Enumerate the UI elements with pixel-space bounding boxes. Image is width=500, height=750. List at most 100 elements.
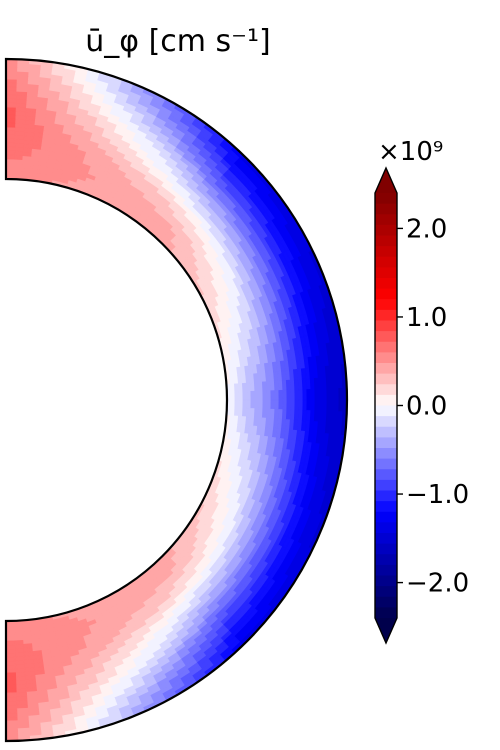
colorbar-segment (375, 224, 397, 237)
field-cell (306, 399, 312, 412)
field-cell (6, 162, 15, 168)
colorbar-segment (375, 246, 397, 258)
field-cell (6, 664, 16, 670)
field-cell (246, 391, 252, 401)
colorbar-segment (375, 363, 397, 375)
field-cell (294, 389, 300, 401)
field-cell (250, 390, 256, 401)
colorbar-segment (375, 543, 397, 555)
field-cell (234, 391, 240, 401)
field-cell (314, 399, 320, 412)
field-cell (330, 399, 336, 412)
field-cell (6, 712, 18, 718)
field-cell (334, 399, 340, 413)
colorbar-segment (375, 309, 397, 322)
field-cell (6, 82, 18, 88)
field-cell (250, 399, 256, 410)
field-cell (6, 656, 16, 662)
field-cell (318, 388, 324, 401)
colorbar-segment (375, 320, 397, 332)
colorbar-segment (375, 437, 397, 449)
field-cell (6, 636, 15, 642)
chart-title: ū_φ [cm s⁻¹] (85, 24, 271, 59)
colorbar-tick-label: 0.0 (406, 392, 447, 422)
field-cell (254, 399, 260, 410)
colorbar-segment (375, 426, 397, 438)
field-cell (6, 166, 15, 172)
colorbar-segment (375, 288, 397, 300)
field-cell (6, 704, 18, 710)
field-cell (6, 102, 17, 108)
colorbar-segment (375, 607, 397, 619)
field-cell (6, 624, 15, 630)
field-cell (6, 154, 15, 160)
field-cell (6, 680, 17, 686)
field-cell (6, 688, 17, 694)
field-cell (6, 628, 15, 634)
colorbar-segment (375, 596, 397, 608)
field-cell (242, 391, 248, 401)
colorbar-segment (375, 469, 397, 481)
field-cell (6, 90, 18, 96)
field-cell (302, 399, 308, 411)
colorbar-segment (375, 564, 397, 577)
colorbar-tick-label: −1.0 (406, 480, 469, 510)
field-cell (238, 391, 244, 401)
field-cell (246, 399, 252, 409)
field-cell (6, 158, 15, 164)
field-cell (282, 389, 288, 401)
colorbar-tick-label: 2.0 (406, 214, 447, 244)
field-cell (310, 388, 316, 401)
field-cell (270, 390, 276, 401)
field-cell (286, 399, 292, 411)
field-cell (6, 724, 18, 730)
colorbar-segment (375, 479, 397, 492)
colorbar-segment (375, 299, 397, 311)
field-cell (6, 70, 18, 76)
colorbar-segment (375, 256, 397, 268)
colorbar-segment (375, 331, 397, 343)
colorbar-segment (375, 405, 397, 417)
field-cell (6, 652, 16, 658)
colorbar-segment (375, 533, 397, 545)
field-cell (6, 692, 17, 698)
field-cell (298, 399, 304, 411)
colorbar-segment (375, 214, 397, 226)
colorbar-segment (375, 448, 397, 460)
field-cell (6, 110, 17, 116)
colorbar-extend-min (375, 618, 397, 643)
field-cell (6, 732, 19, 738)
field-cell (6, 716, 18, 722)
field-cell (230, 391, 236, 401)
field-cell (338, 399, 344, 413)
colorbar-segment (375, 394, 397, 407)
colorbar-scale-label: ×10⁹ (378, 137, 443, 167)
field-cell (258, 390, 264, 401)
field-cell (318, 399, 324, 412)
field-cell (6, 170, 15, 176)
field-cell (6, 94, 18, 100)
field-cell (294, 399, 300, 411)
field-cell (6, 640, 15, 646)
field-cell (322, 399, 328, 412)
colorbar-segment (375, 341, 397, 353)
field-cell (6, 708, 18, 714)
colorbar-segment (375, 458, 397, 470)
colorbar-segment (375, 193, 397, 205)
field-cell (302, 389, 308, 401)
field-cell (6, 720, 18, 726)
field-cell (262, 390, 268, 401)
field-cell (286, 389, 292, 401)
colorbar-segment (375, 278, 397, 290)
field-cell (266, 399, 272, 410)
field-cell (6, 98, 17, 104)
velocity-field (6, 59, 347, 741)
field-cell (238, 399, 244, 409)
colorbar-segment (375, 373, 397, 385)
colorbar-segment (375, 554, 397, 566)
field-cell (254, 390, 260, 401)
colorbar-segment (375, 490, 397, 502)
field-cell (6, 676, 17, 682)
colorbar-extend-max (375, 168, 397, 193)
